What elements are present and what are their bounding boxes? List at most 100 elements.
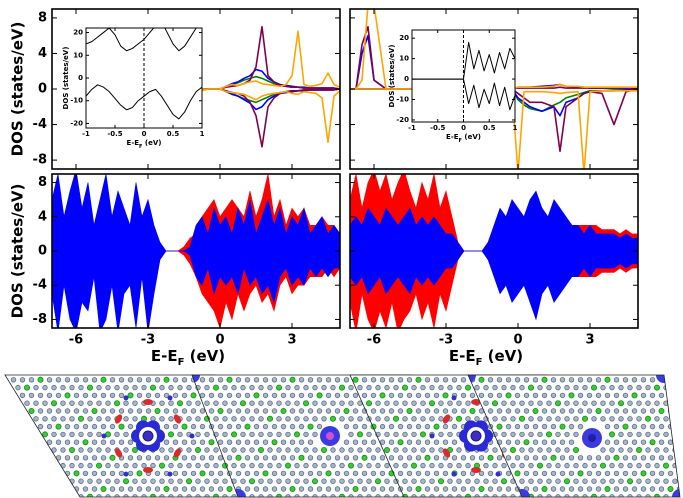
atom xyxy=(43,370,48,375)
atom xyxy=(673,463,678,468)
atom xyxy=(340,417,345,422)
atom xyxy=(547,370,552,375)
atom xyxy=(403,370,408,375)
atom xyxy=(47,487,52,492)
atom xyxy=(209,393,214,398)
atom xyxy=(533,440,538,445)
atom xyxy=(124,417,129,422)
atom xyxy=(619,370,624,375)
atom xyxy=(610,370,615,375)
atom xyxy=(51,401,56,406)
atom xyxy=(16,432,21,437)
atom xyxy=(349,370,354,375)
atom xyxy=(340,370,345,375)
atom xyxy=(227,486,232,491)
atom xyxy=(142,370,147,375)
atom xyxy=(457,463,462,468)
atom xyxy=(349,370,354,375)
atom xyxy=(609,432,614,437)
atom xyxy=(466,370,471,375)
atom xyxy=(142,463,147,468)
atom xyxy=(385,370,390,375)
atom xyxy=(11,440,16,445)
atom xyxy=(618,401,623,406)
atom xyxy=(385,401,390,406)
atom xyxy=(218,440,223,445)
atom xyxy=(16,401,21,406)
atom xyxy=(605,377,610,382)
atom xyxy=(11,424,16,429)
atom xyxy=(380,424,385,429)
atom xyxy=(223,432,228,437)
atom xyxy=(2,393,7,398)
atom xyxy=(434,409,439,414)
atom xyxy=(16,370,21,375)
atom xyxy=(529,370,534,375)
atom xyxy=(29,424,34,429)
atom xyxy=(2,409,7,414)
atom xyxy=(56,471,61,476)
atom xyxy=(115,385,120,390)
atom xyxy=(632,456,637,461)
atom xyxy=(47,455,52,460)
atom xyxy=(632,378,637,383)
atom xyxy=(344,456,349,461)
atom xyxy=(2,424,7,429)
atom xyxy=(47,471,52,476)
atom xyxy=(123,369,128,374)
atom xyxy=(465,385,470,390)
atom xyxy=(313,432,318,437)
atom xyxy=(74,440,79,445)
atom xyxy=(42,432,47,437)
atom xyxy=(375,369,380,374)
atom xyxy=(2,409,7,414)
atom xyxy=(29,487,34,492)
atom xyxy=(466,370,471,375)
atom xyxy=(420,432,425,437)
atom xyxy=(196,370,201,375)
atom xyxy=(0,463,2,468)
atom xyxy=(79,448,84,453)
atom xyxy=(497,424,502,429)
atom xyxy=(286,370,291,375)
atom xyxy=(56,409,61,414)
atom xyxy=(394,385,399,390)
atom xyxy=(137,409,142,414)
atom xyxy=(448,432,453,437)
atom xyxy=(11,409,16,414)
atom xyxy=(529,448,534,453)
atom xyxy=(245,424,250,429)
atom xyxy=(331,463,336,468)
atom xyxy=(200,487,205,492)
atom xyxy=(0,463,2,468)
atom xyxy=(2,456,7,461)
atom xyxy=(38,471,43,476)
atom xyxy=(331,370,336,375)
atom xyxy=(538,370,543,375)
atom xyxy=(353,456,358,461)
atom xyxy=(16,479,21,484)
atom xyxy=(659,424,664,429)
atom xyxy=(286,495,291,498)
atom xyxy=(20,456,25,461)
atom xyxy=(673,370,678,375)
atom xyxy=(214,370,219,375)
atom xyxy=(60,479,65,484)
atom xyxy=(83,393,88,398)
atom xyxy=(34,370,39,375)
atom xyxy=(448,495,453,498)
atom xyxy=(254,456,259,461)
atom xyxy=(601,370,606,375)
atom xyxy=(304,370,309,375)
atom xyxy=(223,370,228,375)
charge-density xyxy=(102,434,107,439)
atom xyxy=(484,479,489,484)
atom xyxy=(43,370,48,375)
atom xyxy=(209,487,214,492)
atom xyxy=(650,424,655,429)
atom xyxy=(439,385,444,390)
atom xyxy=(344,393,349,398)
atom xyxy=(677,440,682,445)
atom xyxy=(519,416,524,421)
atom xyxy=(16,432,21,437)
